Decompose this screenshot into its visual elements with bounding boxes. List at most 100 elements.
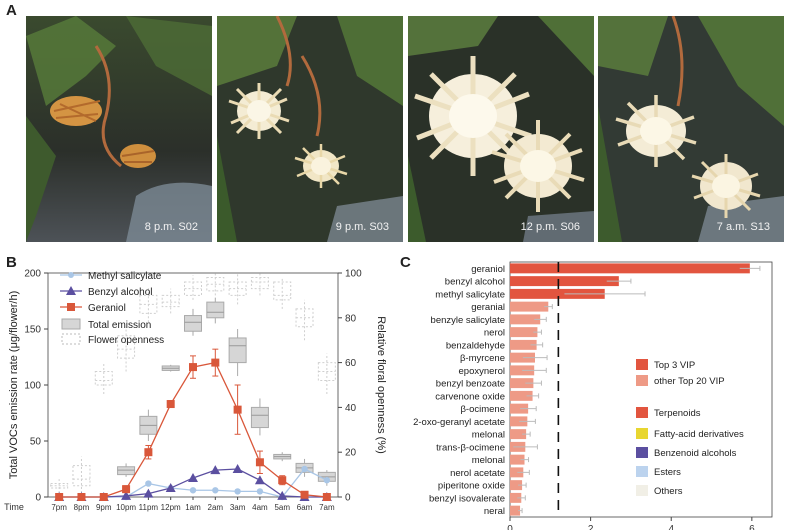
photo-caption: 8 p.m. S02 <box>144 221 198 233</box>
y-axis-label: Total VOCs emission rate (μg/flower/h) <box>8 291 20 480</box>
total-emission-box <box>228 337 247 364</box>
x-tick-label: 0 <box>507 524 513 530</box>
category-label: melonal <box>472 430 505 441</box>
legend-label: other Top 20 VIP <box>654 376 725 387</box>
data-point-square <box>166 400 175 409</box>
y-right-tick-label: 0 <box>345 493 351 504</box>
data-point-circle <box>189 487 197 494</box>
data-point-square <box>77 493 86 501</box>
openness-box <box>206 276 225 292</box>
legend-label: Methyl salicylate <box>88 271 162 282</box>
openness-box <box>72 465 91 487</box>
data-point-circle <box>234 488 241 495</box>
y-right-tick-label: 60 <box>345 358 357 369</box>
plot-frame <box>509 261 773 518</box>
category-label: melonal <box>472 455 505 466</box>
chart-panel-b: 0 50 100 150 200 0 20 40 60 80 100 7pm 8pm 9pm 10pm 11p… <box>4 269 387 513</box>
data-point-square <box>122 485 131 494</box>
category-label: benzyle salicylate <box>431 315 505 326</box>
data-point-square <box>144 448 153 457</box>
category-label: trans-β-ocimene <box>436 442 505 453</box>
x-tick-label: 7pm <box>51 503 67 512</box>
total-emission-box <box>117 466 136 476</box>
y-right-tick-label: 80 <box>345 313 357 324</box>
x-tick-label: 2 <box>588 524 594 530</box>
legend-swatch-openness <box>61 333 81 345</box>
data-point-square <box>55 493 64 501</box>
data-point-square <box>278 476 287 485</box>
legend-label: Benzenoid alcohols <box>654 448 737 459</box>
bar <box>510 263 750 274</box>
data-point-triangle <box>277 490 288 500</box>
y-tick-label: 0 <box>35 493 41 504</box>
x-tick-label: 1am <box>185 503 201 512</box>
bar <box>510 339 537 350</box>
data-point-square <box>300 490 309 499</box>
category-label: β-ocimene <box>460 404 505 415</box>
data-point-square <box>189 363 197 372</box>
legend-marker <box>67 303 75 311</box>
data-point-square <box>211 358 220 367</box>
x-tick-label: 12pm <box>161 503 181 512</box>
photo-8pm: 8 p.m. S02 <box>26 16 212 242</box>
y-right-tick-label: 40 <box>345 403 357 414</box>
legend-swatch <box>636 428 648 439</box>
legend-label: Total emission <box>88 320 151 331</box>
data-point-triangle <box>143 488 154 498</box>
openness-box <box>117 335 136 359</box>
y-right-tick-label: 20 <box>345 448 357 459</box>
bar <box>510 314 541 325</box>
x-tick-label: 6 <box>749 524 755 530</box>
openness-box <box>250 276 269 290</box>
bar <box>510 301 549 312</box>
category-label: geraniol <box>471 264 505 275</box>
bar <box>510 276 619 287</box>
category-label: geranial <box>471 302 505 313</box>
bar <box>510 390 533 401</box>
legend-swatch <box>636 485 648 496</box>
y-right-axis-label: Relative floral openness (%) <box>375 316 387 454</box>
photo-7am: 7 a.m. S13 <box>598 16 784 242</box>
data-point-triangle <box>188 472 198 482</box>
bar <box>510 467 524 478</box>
legend-label: Benzyl alcohol <box>88 287 152 298</box>
bar <box>510 365 535 376</box>
x-tick-label: 6am <box>297 503 313 512</box>
bar <box>510 505 521 516</box>
total-emission-box <box>206 301 225 319</box>
bar <box>510 429 527 440</box>
legend-swatch <box>636 375 648 386</box>
category-label: methyl salicylate <box>435 289 505 300</box>
category-label: β-myrcene <box>460 353 505 364</box>
data-point-circle <box>323 477 331 484</box>
category-label: benzyl isovalerate <box>429 493 505 504</box>
legend-swatch-total <box>61 318 81 330</box>
y-tick-label: 100 <box>24 381 41 392</box>
total-emission-box <box>184 315 202 332</box>
photo-9pm: 9 p.m. S03 <box>217 16 403 242</box>
legend-label: Fatty-acid derivatives <box>654 429 744 440</box>
legend-swatch <box>636 466 648 477</box>
legend-marker <box>66 286 76 295</box>
category-label: 2-oxo-geranyl acetate <box>413 417 505 428</box>
data-point-square <box>322 493 331 501</box>
x-tick-label: 9pm <box>96 503 112 512</box>
bar <box>510 403 529 414</box>
category-label: nerol <box>484 328 505 339</box>
openness-box <box>273 281 292 301</box>
openness-box <box>228 281 247 296</box>
photo-caption: 9 p.m. S03 <box>335 221 389 233</box>
category-label: piperitone oxide <box>438 481 505 492</box>
openness-box <box>94 371 113 386</box>
x-axis-label: Time <box>4 502 24 512</box>
bar <box>510 288 605 299</box>
data-point-triangle <box>121 490 132 500</box>
legend-label: Flower openness <box>88 335 164 346</box>
x-tick-label: 2am <box>208 503 224 512</box>
y-tick-label: 150 <box>24 325 41 336</box>
data-point-square <box>233 405 242 414</box>
legend-swatch <box>636 359 648 370</box>
photo-caption: 12 p.m. S06 <box>520 221 580 233</box>
category-label: benzyl alcohol <box>445 277 505 288</box>
